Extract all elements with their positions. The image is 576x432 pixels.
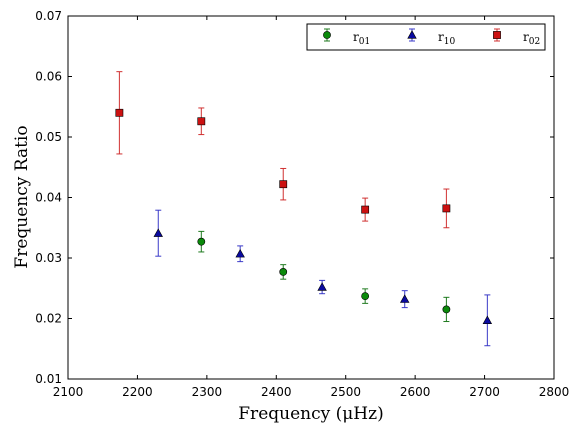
- legend-marker-r02: [493, 31, 501, 39]
- x-axis-label: Frequency (μHz): [238, 404, 383, 424]
- y-tick-label: 0.06: [35, 70, 62, 84]
- y-tick-label: 0.05: [35, 130, 62, 144]
- data-point-r10: [482, 315, 493, 324]
- data-point-r02: [197, 117, 206, 126]
- x-axis: 2100 2200 2300 2400 2500 2600 2700 2800: [53, 16, 570, 399]
- y-axis: 0.01 0.02 0.03 0.04 0.05 0.06 0.07: [35, 9, 554, 386]
- x-tick-label: 2300: [192, 385, 223, 399]
- data-point-r10: [317, 282, 327, 291]
- x-tick-label: 2800: [539, 385, 570, 399]
- data-point-r01: [442, 305, 451, 314]
- data-point-r02: [442, 204, 451, 213]
- data-point-r02: [361, 205, 370, 214]
- x-tick-label: 2100: [53, 385, 84, 399]
- data-point-r10: [153, 228, 163, 237]
- series-r01: [197, 230, 451, 323]
- data-point-r01: [197, 237, 206, 246]
- legend-box: [306, 23, 546, 51]
- legend-marker-r10: [407, 30, 417, 39]
- data-series: [115, 71, 493, 347]
- y-tick-label: 0.04: [35, 191, 62, 205]
- data-point-r01: [279, 268, 288, 276]
- y-tick-label: 0.07: [35, 9, 62, 23]
- y-tick-label: 0.03: [35, 251, 62, 265]
- legend-label-subscript: 10: [444, 37, 456, 47]
- data-point-r02: [115, 108, 124, 117]
- data-point-r02: [279, 180, 288, 189]
- y-axis-label: Frequency Ratio: [12, 125, 32, 268]
- x-tick-label: 2400: [261, 385, 292, 399]
- x-tick-label: 2600: [400, 385, 431, 399]
- data-point-r10: [400, 294, 410, 303]
- series-r02: [115, 71, 451, 229]
- plot-area: [67, 15, 555, 380]
- y-tick-label: 0.02: [35, 312, 62, 326]
- x-tick-label: 2200: [122, 385, 153, 399]
- x-tick-label: 2700: [469, 385, 500, 399]
- x-tick-label: 2500: [330, 385, 361, 399]
- series-r10: [153, 209, 493, 347]
- data-point-r10: [235, 248, 245, 258]
- legend: r01 r10 r02: [306, 23, 546, 51]
- y-tick-label: 0.01: [35, 372, 62, 386]
- legend-label-subscript: 01: [359, 37, 370, 47]
- data-point-r01: [361, 292, 370, 301]
- legend-marker-r01: [323, 31, 331, 39]
- legend-label-subscript: 02: [529, 37, 540, 47]
